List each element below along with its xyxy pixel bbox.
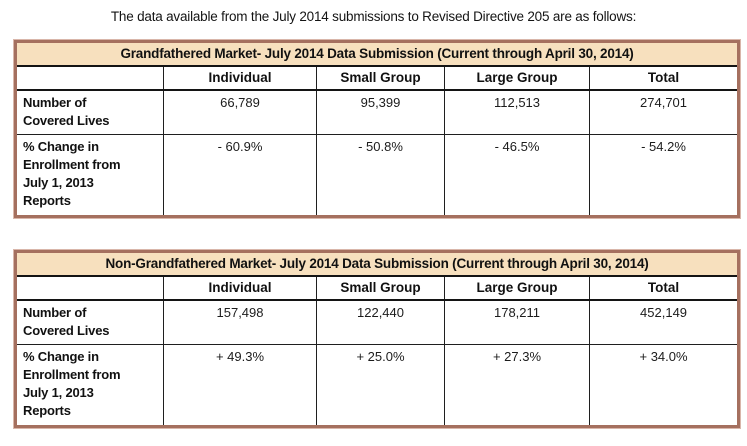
table-row-covered-lives: Number of Covered Lives 66,789 95,399 11…: [15, 89, 740, 135]
table-title-row: Grandfathered Market- July 2014 Data Sub…: [14, 41, 740, 67]
cell-value: - 60.9%: [163, 134, 317, 217]
row-label: Number of Covered Lives: [15, 89, 164, 135]
column-header-individual: Individual: [163, 275, 317, 301]
intro-text: The data available from the July 2014 su…: [110, 9, 637, 24]
cell-value: - 50.8%: [316, 134, 445, 217]
cell-value: 112,513: [444, 89, 590, 135]
column-header-blank: [15, 65, 164, 91]
column-header-blank: [15, 275, 164, 301]
cell-value: - 46.5%: [444, 134, 590, 217]
table-row-pct-change: % Change in Enrollment from July 1, 2013…: [15, 134, 740, 217]
column-header-individual: Individual: [163, 65, 317, 91]
table-row-pct-change: % Change in Enrollment from July 1, 2013…: [15, 344, 740, 427]
cell-value: - 54.2%: [588, 134, 740, 217]
cell-value: 95,399: [316, 89, 445, 135]
column-header-row: Individual Small Group Large Group Total: [15, 65, 740, 91]
cell-value: 274,701: [588, 89, 740, 135]
row-label-text: Number of Covered Lives: [23, 304, 110, 338]
column-header-small-group: Small Group: [316, 275, 445, 301]
cell-value: + 49.3%: [163, 344, 317, 427]
column-header-row: Individual Small Group Large Group Total: [15, 275, 740, 301]
cell-value: 157,498: [163, 299, 317, 345]
cell-value: + 27.3%: [444, 344, 590, 427]
column-header-total: Total: [588, 65, 740, 91]
table-title: Grandfathered Market- July 2014 Data Sub…: [14, 41, 740, 67]
cell-value: 178,211: [444, 299, 590, 345]
row-label: Number of Covered Lives: [15, 299, 164, 345]
cell-value: 66,789: [163, 89, 317, 135]
column-header-total: Total: [588, 275, 740, 301]
row-label-text: % Change in Enrollment from July 1, 2013…: [23, 349, 121, 418]
cell-value: + 25.0%: [316, 344, 445, 427]
cell-value: 452,149: [588, 299, 740, 345]
non-grandfathered-market-table: Non-Grandfathered Market- July 2014 Data…: [14, 250, 741, 428]
row-label-text: Number of Covered Lives: [23, 94, 110, 128]
table-title-row: Non-Grandfathered Market- July 2014 Data…: [14, 251, 740, 277]
grandfathered-market-table: Grandfathered Market- July 2014 Data Sub…: [14, 40, 741, 218]
row-label: % Change in Enrollment from July 1, 2013…: [15, 134, 164, 217]
row-label: % Change in Enrollment from July 1, 2013…: [15, 344, 164, 427]
row-label-text: % Change in Enrollment from July 1, 2013…: [23, 139, 121, 208]
column-header-large-group: Large Group: [444, 275, 590, 301]
column-header-small-group: Small Group: [316, 65, 445, 91]
table-title: Non-Grandfathered Market- July 2014 Data…: [14, 251, 740, 277]
cell-value: 122,440: [316, 299, 445, 345]
table-row-covered-lives: Number of Covered Lives 157,498 122,440 …: [15, 299, 740, 345]
column-header-large-group: Large Group: [444, 65, 590, 91]
cell-value: + 34.0%: [588, 344, 740, 427]
